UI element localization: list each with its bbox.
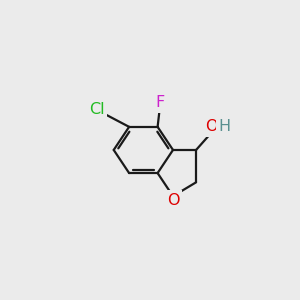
Text: O: O [167,193,179,208]
Text: H: H [218,119,231,134]
Text: F: F [155,95,164,110]
Text: O: O [205,119,218,134]
Text: Cl: Cl [89,102,105,117]
